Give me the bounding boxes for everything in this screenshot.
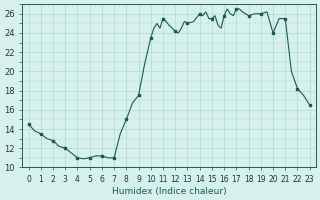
X-axis label: Humidex (Indice chaleur): Humidex (Indice chaleur) (112, 187, 227, 196)
